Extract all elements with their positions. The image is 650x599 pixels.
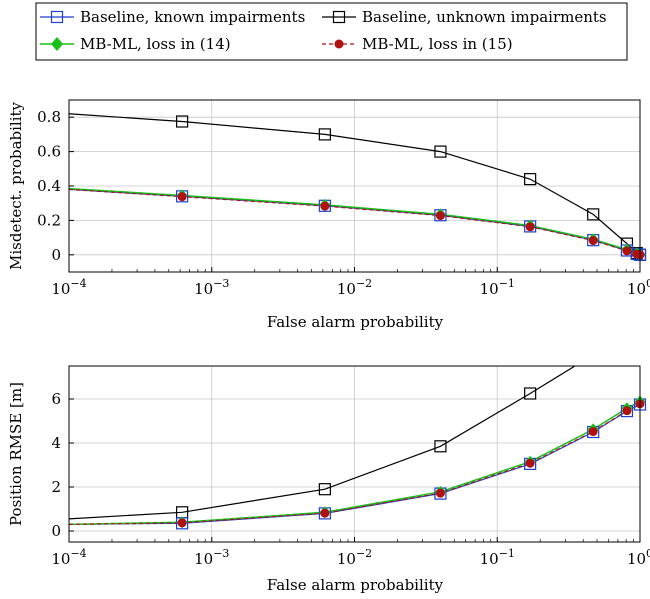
legend-label-mbml-15: MB-ML, loss in (15)	[362, 35, 513, 53]
rmse-xtick-label: 10−1	[480, 547, 515, 568]
rmse-marker-square	[524, 387, 537, 400]
legend-label-baseline-unknown: Baseline, unknown impairments	[362, 8, 607, 26]
misdetection-marker-square	[434, 145, 447, 158]
misdetection-ytick-label: 0.4	[37, 177, 61, 195]
misdetection-marker-square	[318, 128, 331, 141]
rmse-series-line-baseline-unknown	[69, 366, 576, 520]
rmse-marker-circle	[622, 406, 632, 416]
legend-entry-baseline-unknown: Baseline, unknown impairments	[322, 8, 607, 26]
rmse-xtick-label: 10−3	[194, 547, 229, 568]
rmse-ytick-label: 2	[51, 478, 61, 496]
plot-misdetection: 10−4 10−3 10−2 10−1 100 0 0.2 0.4 0.6 0.8 False a…	[7, 99, 650, 331]
legend-frame	[35, 2, 628, 61]
plot-misdetection-series	[69, 113, 647, 261]
misdetection-marker-circle	[320, 201, 330, 211]
legend-label-baseline-known: Baseline, known impairments	[80, 8, 305, 26]
rmse-xtick-label: 100	[627, 547, 650, 568]
misdetection-ytick-label: 0	[51, 246, 61, 264]
plot-rmse-ticks: 10−4 10−3 10−2 10−1 100 0 2 4 6	[51, 390, 650, 568]
misdetection-ytick-label: 0.2	[37, 211, 61, 229]
rmse-marker-circle	[525, 458, 535, 468]
rmse-ytick-label: 6	[51, 390, 61, 408]
misdetection-xtick-label: 10−4	[51, 277, 86, 298]
misdetection-ytick-label: 0.8	[37, 108, 61, 126]
misdetection-marker-circle	[435, 211, 445, 221]
legend-marker-square-icon	[50, 10, 64, 24]
legend-entry-mbml-14: MB-ML, loss in (14)	[40, 35, 231, 53]
rmse-ytick-label: 0	[51, 522, 61, 540]
misdetection-xtick-label: 10−2	[337, 277, 372, 298]
plot-misdetection-xlabel: False alarm probability	[267, 313, 444, 331]
legend-entry-baseline-known: Baseline, known impairments	[40, 8, 305, 26]
plot-rmse-series	[69, 366, 647, 530]
rmse-ytick-label: 4	[51, 434, 61, 452]
plot-misdetection-ticks: 10−4 10−3 10−2 10−1 100 0 0.2 0.4 0.6 0.8	[37, 108, 650, 298]
plot-misdetection-grid	[68, 100, 641, 272]
misdetection-marker-circle	[622, 246, 632, 256]
plot-rmse: 10−4 10−3 10−2 10−1 100 0 2 4 6 False alarm prob…	[7, 365, 650, 594]
misdetection-marker-circle	[588, 236, 598, 246]
plot-rmse-xlabel: False alarm probability	[267, 576, 444, 594]
plot-misdetection-ylabel: Misdetect. probability	[7, 101, 25, 270]
legend-marker-circle-icon	[334, 39, 344, 49]
legend-label-mbml-14: MB-ML, loss in (14)	[80, 35, 231, 53]
plot-rmse-grid	[68, 366, 641, 542]
misdetection-series-line-baseline-unknown	[69, 113, 640, 256]
legend-marker-diamond-icon	[51, 37, 63, 51]
rmse-marker-circle	[435, 488, 445, 498]
misdetection-xtick-label: 10−3	[194, 277, 229, 298]
rmse-marker-circle	[588, 427, 598, 437]
legend-marker-square-icon	[332, 10, 346, 24]
rmse-xtick-label: 10−2	[337, 547, 372, 568]
misdetection-xtick-label: 100	[627, 277, 650, 298]
misdetection-ytick-label: 0.6	[37, 143, 61, 161]
legend: Baseline, known impairments Baseline, un…	[35, 2, 628, 61]
rmse-xtick-label: 10−4	[51, 547, 86, 568]
misdetection-marker-square	[176, 115, 189, 128]
misdetection-marker-circle	[177, 192, 187, 202]
misdetection-marker-square	[524, 173, 537, 186]
rmse-marker-circle	[320, 508, 330, 518]
misdetection-marker-circle	[525, 222, 535, 232]
rmse-series-line-mbml-15	[69, 403, 640, 525]
rmse-marker-square	[434, 440, 447, 453]
misdetection-xtick-label: 10−1	[480, 277, 515, 298]
legend-entry-mbml-15: MB-ML, loss in (15)	[322, 35, 513, 53]
rmse-marker-square	[318, 483, 331, 496]
misdetection-marker-square	[587, 208, 600, 221]
rmse-marker-circle	[177, 518, 187, 528]
plot-rmse-ylabel: Position RMSE [m]	[7, 382, 25, 526]
